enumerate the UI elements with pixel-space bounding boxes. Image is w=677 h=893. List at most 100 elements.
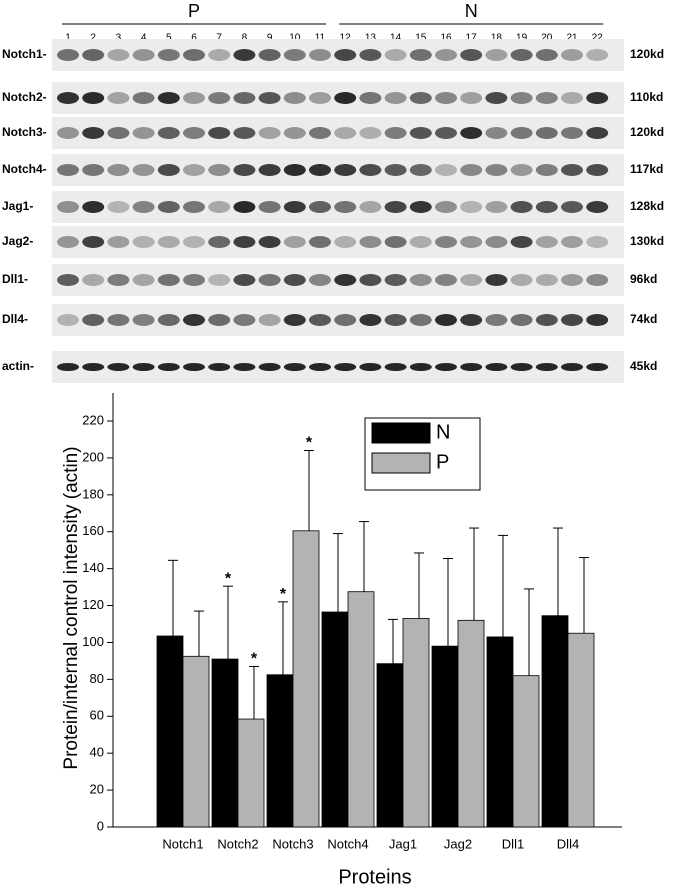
band: [309, 49, 331, 61]
band: [485, 164, 508, 176]
band: [561, 201, 583, 213]
band: [535, 236, 558, 248]
band: [561, 164, 583, 176]
band: [334, 363, 357, 371]
band: [435, 201, 457, 213]
band: [510, 49, 533, 61]
band: [57, 201, 79, 213]
band: [334, 274, 357, 286]
band: [309, 164, 331, 176]
band: [208, 127, 231, 139]
band: [359, 92, 382, 104]
band: [485, 201, 508, 213]
lane-number: 10: [289, 33, 301, 44]
size-label: 120kd: [630, 47, 664, 61]
bar: [182, 655, 210, 828]
band: [460, 127, 483, 139]
band: [334, 236, 357, 248]
bar: [567, 632, 595, 828]
band: [57, 363, 79, 371]
band: [107, 314, 130, 326]
band: [334, 92, 357, 104]
band: [309, 201, 331, 213]
y-tick-label: 120: [82, 597, 104, 612]
band: [535, 274, 558, 286]
band: [586, 314, 609, 326]
band: [510, 92, 533, 104]
bar: [431, 645, 459, 828]
band: [132, 201, 155, 213]
band: [258, 363, 281, 371]
band: [359, 314, 382, 326]
y-axis-label: Protein/internal control intensity (acti…: [61, 446, 82, 769]
y-tick-label: 0: [97, 818, 104, 833]
error-bar: [469, 527, 479, 621]
error-bar: [359, 521, 369, 592]
band: [435, 164, 457, 176]
band: [309, 274, 331, 286]
band: [309, 92, 331, 104]
band: [384, 92, 407, 104]
bar: [457, 619, 485, 828]
band: [561, 49, 583, 61]
band: [384, 274, 407, 286]
row-label: Dll4-: [2, 312, 28, 326]
lane-number: 16: [440, 33, 452, 44]
band: [485, 49, 508, 61]
band: [157, 363, 180, 371]
band: [132, 363, 155, 371]
band: [384, 49, 407, 61]
band: [485, 314, 508, 326]
band: [409, 49, 432, 61]
band: [510, 236, 533, 248]
lane-number: 2: [90, 33, 96, 44]
row-label: Dll1-: [2, 272, 28, 286]
x-tick-label: Dll1: [502, 836, 524, 851]
band: [183, 314, 205, 326]
band: [535, 164, 558, 176]
band: [233, 127, 256, 139]
band: [208, 164, 231, 176]
band: [561, 274, 583, 286]
band: [57, 92, 79, 104]
band: [82, 201, 105, 213]
band: [359, 363, 382, 371]
band: [384, 164, 407, 176]
band: [258, 164, 281, 176]
x-axis-label: Proteins: [338, 866, 411, 888]
band: [157, 92, 180, 104]
band: [384, 314, 407, 326]
error-bar: [194, 610, 204, 657]
size-label: 110kd: [630, 90, 663, 104]
band: [435, 314, 457, 326]
band: [233, 274, 256, 286]
band: [510, 201, 533, 213]
band: [208, 274, 231, 286]
bar: [292, 530, 320, 828]
band: [485, 92, 508, 104]
band: [132, 49, 155, 61]
band: [233, 236, 256, 248]
band: [57, 314, 79, 326]
band: [485, 274, 508, 286]
band: [57, 49, 79, 61]
error-bar: [249, 665, 259, 720]
band: [183, 164, 205, 176]
band: [258, 236, 281, 248]
band: [283, 92, 306, 104]
lane-number: 8: [242, 33, 248, 44]
band: [535, 92, 558, 104]
lane-number: 7: [216, 33, 222, 44]
lane-number: 5: [166, 33, 172, 44]
band: [384, 201, 407, 213]
lane-number: 18: [491, 33, 503, 44]
y-tick-label: 80: [90, 671, 104, 686]
band: [586, 363, 609, 371]
band: [460, 314, 483, 326]
row-label: actin-: [2, 359, 34, 373]
band: [510, 274, 533, 286]
band: [535, 127, 558, 139]
band: [157, 201, 180, 213]
x-tick-label: Dll4: [557, 836, 579, 851]
